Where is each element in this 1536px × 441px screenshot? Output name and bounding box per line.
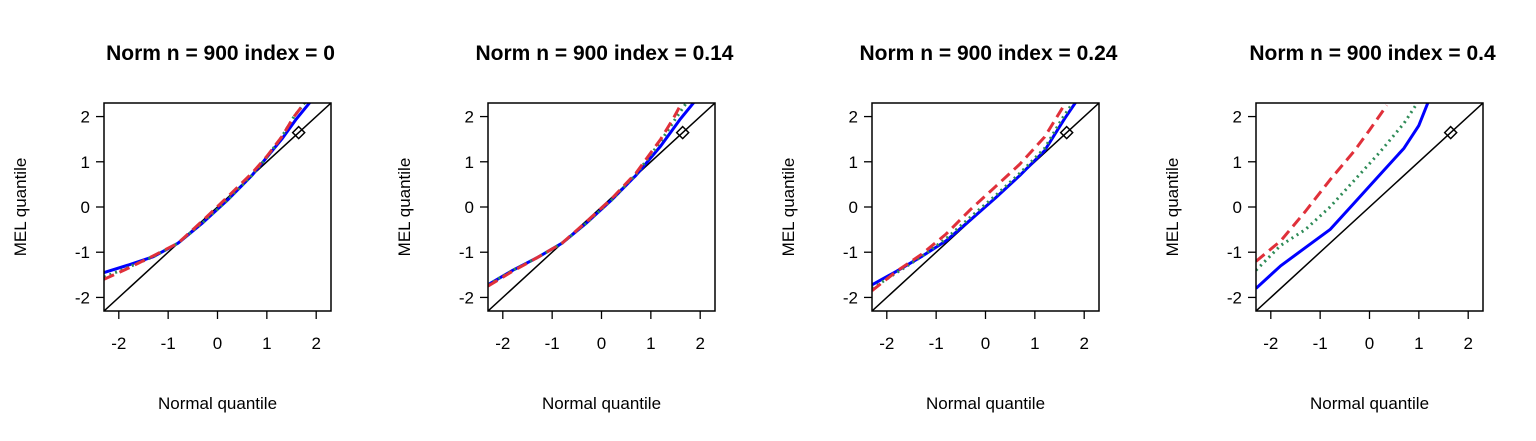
x-tick-label: -1 bbox=[161, 334, 176, 353]
y-tick-label: -1 bbox=[843, 243, 858, 262]
y-tick-label: -1 bbox=[459, 243, 474, 262]
y-tick-label: 1 bbox=[1233, 153, 1242, 172]
x-tick-label: -1 bbox=[545, 334, 560, 353]
series-line-solid bbox=[488, 103, 696, 287]
diamond-marker bbox=[1443, 125, 1458, 140]
x-axis-label: Normal quantile bbox=[1310, 394, 1429, 413]
chart-panel-2: Norm n = 900 index = 0.14 -2 -1 0 1 2 -2 -1 0 1 2 N… bbox=[395, 42, 734, 413]
plot-area bbox=[872, 103, 1099, 311]
plot-area bbox=[1256, 103, 1483, 311]
y-tick-label: 1 bbox=[81, 153, 90, 172]
y-tick-label: 2 bbox=[81, 108, 90, 127]
y-axis-label: MEL quantile bbox=[11, 158, 30, 257]
y-tick-label: 0 bbox=[1233, 198, 1242, 217]
reference-line bbox=[1256, 103, 1483, 311]
y-tick-label: -1 bbox=[75, 243, 90, 262]
y-tick-label: 0 bbox=[465, 198, 474, 217]
y-tick-label: -2 bbox=[75, 288, 90, 307]
x-tick-label: 0 bbox=[213, 334, 222, 353]
series-line-solid bbox=[872, 103, 1078, 287]
x-tick-label: -2 bbox=[879, 334, 894, 353]
y-tick-label: 0 bbox=[81, 198, 90, 217]
series-line-solid bbox=[104, 103, 312, 275]
y-tick-label: 1 bbox=[849, 153, 858, 172]
x-axis-label: Normal quantile bbox=[158, 394, 277, 413]
y-tick-label: -1 bbox=[1227, 243, 1242, 262]
chart-panel-1: Norm n = 900 index = 0 -2 -1 0 1 2 -2 -1 0 1 2 Norm… bbox=[11, 42, 335, 413]
series-line-dotted bbox=[872, 103, 1075, 290]
chart-title: Norm n = 900 index = 0 bbox=[106, 42, 335, 65]
x-tick-label: 0 bbox=[1365, 334, 1374, 353]
series-line-dashed bbox=[488, 103, 684, 288]
x-tick-label: -1 bbox=[929, 334, 944, 353]
y-tick-label: 0 bbox=[849, 198, 858, 217]
y-axis-label: MEL quantile bbox=[395, 158, 414, 257]
y-tick-label: -2 bbox=[843, 288, 858, 307]
plot-area bbox=[104, 103, 331, 311]
y-axis-label: MEL quantile bbox=[1163, 158, 1182, 257]
x-tick-label: -2 bbox=[1263, 334, 1278, 353]
y-tick-label: 1 bbox=[465, 153, 474, 172]
diamond-marker bbox=[675, 125, 690, 140]
series-line-dashed bbox=[1256, 104, 1389, 263]
series-line-solid bbox=[1256, 103, 1430, 290]
x-tick-label: 1 bbox=[262, 334, 271, 353]
x-axis-label: Normal quantile bbox=[542, 394, 661, 413]
x-tick-label: 0 bbox=[597, 334, 606, 353]
x-tick-label: -2 bbox=[111, 334, 126, 353]
x-tick-label: 2 bbox=[311, 334, 320, 353]
chart-title: Norm n = 900 index = 0.24 bbox=[860, 42, 1118, 65]
series-line-dotted bbox=[488, 103, 689, 287]
x-tick-label: -2 bbox=[495, 334, 510, 353]
plot-area bbox=[488, 103, 715, 311]
y-axis-label: MEL quantile bbox=[779, 158, 798, 257]
y-tick-label: -2 bbox=[1227, 288, 1242, 307]
y-tick-label: 2 bbox=[465, 108, 474, 127]
series-line-dashed bbox=[872, 103, 1068, 292]
x-tick-label: -1 bbox=[1313, 334, 1328, 353]
diamond-marker bbox=[1059, 125, 1074, 140]
x-tick-label: 1 bbox=[1030, 334, 1039, 353]
y-tick-label: -2 bbox=[459, 288, 474, 307]
x-tick-label: 1 bbox=[1414, 334, 1423, 353]
x-tick-label: 1 bbox=[646, 334, 655, 353]
series-line-dotted bbox=[104, 103, 307, 279]
series-line-dotted bbox=[1256, 103, 1420, 272]
x-axis-label: Normal quantile bbox=[926, 394, 1045, 413]
chart-panel-3: Norm n = 900 index = 0.24 -2 -1 0 1 2 -2 -1 0 1 2 N… bbox=[779, 42, 1118, 413]
y-tick-label: 2 bbox=[1233, 108, 1242, 127]
x-tick-label: 2 bbox=[1079, 334, 1088, 353]
series-line-dashed bbox=[104, 103, 307, 281]
x-tick-label: 2 bbox=[695, 334, 704, 353]
reference-line bbox=[104, 103, 331, 311]
diamond-marker bbox=[291, 125, 306, 140]
chart-panel-4: Norm n = 900 index = 0.4 -2 -1 0 1 2 -2 -1 0 1 2 No… bbox=[1163, 42, 1496, 413]
y-tick-label: 2 bbox=[849, 108, 858, 127]
chart-title: Norm n = 900 index = 0.14 bbox=[476, 42, 734, 65]
x-tick-label: 0 bbox=[981, 334, 990, 353]
x-tick-label: 2 bbox=[1463, 334, 1472, 353]
chart-title: Norm n = 900 index = 0.4 bbox=[1249, 42, 1496, 65]
